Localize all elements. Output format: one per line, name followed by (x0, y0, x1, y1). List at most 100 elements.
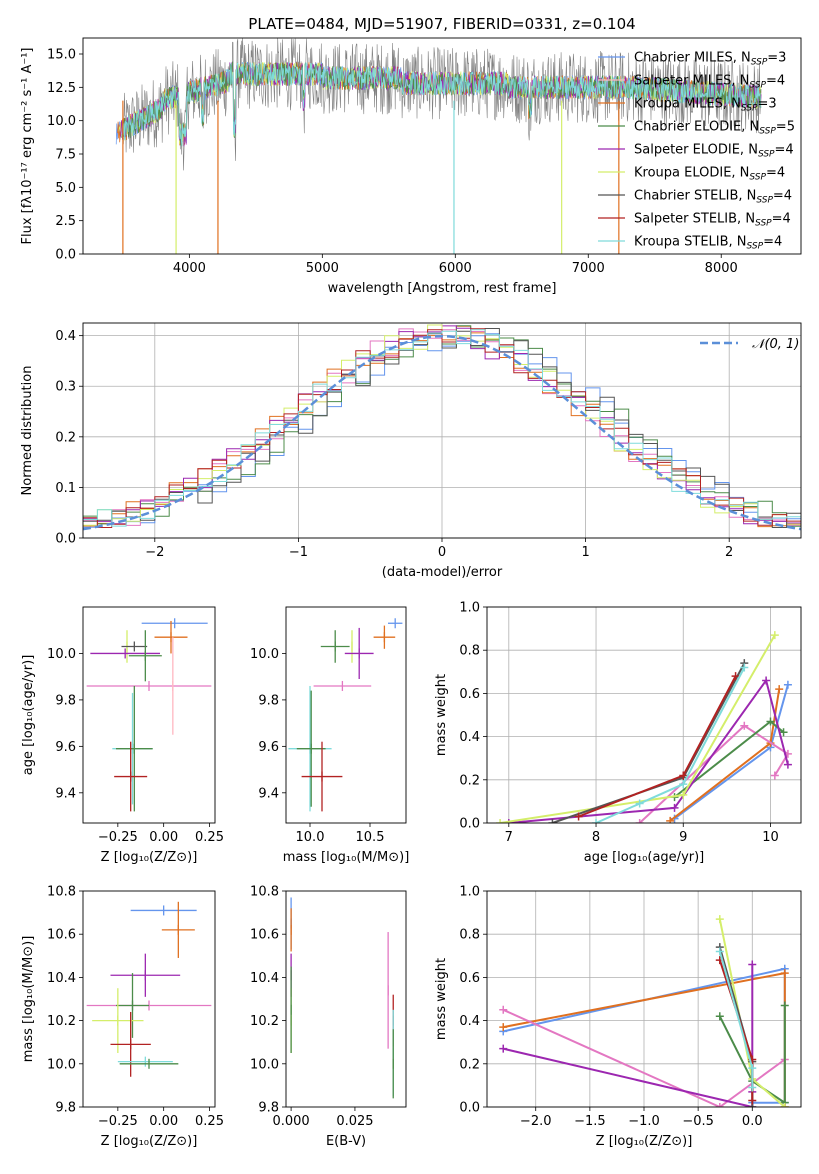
series-marker (748, 960, 757, 969)
y-tick-label: 2.5 (55, 214, 76, 229)
x-tick-label: 8000 (705, 261, 738, 276)
legend-label: Kroupa MILES, NSSP=3 (634, 97, 777, 114)
residuals-plot (79, 323, 801, 542)
y-tick-label: 0.2 (459, 773, 480, 788)
y-tick-label: 1.0 (459, 601, 480, 616)
x-tick-label: −1.5 (574, 1114, 606, 1129)
legend-label: 𝒩(0, 1) (752, 337, 799, 352)
y-tick-label: 0.2 (459, 1057, 480, 1072)
series-marker (748, 1064, 757, 1073)
x-axis-label: wavelength [Angstrom, rest frame] (328, 281, 557, 296)
x-axis-label: Z [log₁₀(Z/Z⊙)] (101, 1134, 198, 1149)
x-tick-label: 10 (762, 830, 779, 845)
series-line (595, 667, 746, 823)
y-tick-label: 0.4 (55, 329, 76, 344)
series-marker (715, 1012, 724, 1021)
y-tick-label: 9.6 (55, 740, 76, 755)
y-tick-label: 0.2 (55, 430, 76, 445)
series-marker (504, 819, 513, 823)
series-marker (548, 819, 557, 823)
x-tick-label: 9 (679, 830, 687, 845)
y-tick-label: 0.4 (459, 730, 480, 745)
y-tick-label: 10.0 (47, 1057, 76, 1072)
axes-frame (486, 890, 802, 1108)
series-line (508, 678, 789, 823)
y-tick-label: 5.0 (55, 181, 76, 196)
histogram-series (83, 333, 801, 528)
histogram-series (83, 329, 801, 527)
x-tick-label: −0.25 (98, 1114, 138, 1129)
age_vs_Z-points (86, 618, 212, 812)
y-tick-label: 0.6 (459, 687, 480, 702)
x-tick-label: 7 (505, 830, 513, 845)
series-marker (775, 685, 784, 694)
y-tick-label: 9.8 (258, 693, 279, 708)
x-tick-label: −2 (145, 545, 164, 560)
y-tick-label: 15.0 (47, 48, 76, 63)
y-tick-label: 10.2 (250, 1014, 279, 1029)
series-marker (679, 771, 688, 780)
series-marker (780, 969, 789, 978)
y-tick-label: 0.3 (55, 380, 76, 395)
axes-frame (82, 322, 802, 539)
y-tick-label: 0.0 (55, 532, 76, 547)
x-tick-label: −0.25 (98, 830, 138, 845)
x-tick-label: 0.25 (195, 830, 224, 845)
series-marker (770, 631, 779, 640)
mass_weight_vs_age-lines (496, 631, 792, 823)
x-axis-label: Z [log₁₀(Z/Z⊙)] (596, 1134, 693, 1149)
y-tick-label: 0.8 (459, 928, 480, 943)
series-marker (496, 819, 505, 823)
series-marker (779, 728, 788, 737)
y-tick-label: 12.5 (47, 81, 76, 96)
y-tick-label: 9.4 (258, 786, 279, 801)
age_vs_mass-points (288, 618, 403, 812)
legend-label: Salpeter ELODIE, NSSP=4 (634, 143, 794, 160)
legend-label: Chabrier MILES, NSSP=3 (634, 51, 786, 68)
series-marker (783, 760, 792, 769)
y-tick-label: 9.8 (55, 1101, 76, 1116)
series-marker (592, 819, 601, 823)
y-axis-label: Flux [fλ10⁻¹⁷ erg cm⁻² s⁻¹ A⁻¹] (20, 48, 35, 245)
series-line (718, 951, 754, 1088)
x-tick-label: 4000 (173, 261, 206, 276)
y-tick-label: 0.8 (459, 644, 480, 659)
x-tick-label: 2 (725, 545, 733, 560)
y-axis-label: mass weight (434, 674, 449, 756)
y-tick-label: 10.8 (47, 885, 76, 900)
mass_weight_vs_Z-lines (499, 915, 789, 1107)
x-tick-label: 1 (581, 545, 589, 560)
histogram-layer (83, 324, 801, 531)
spectrum-line (122, 62, 762, 147)
y-tick-label: 7.5 (55, 148, 76, 163)
series-marker (499, 1005, 508, 1014)
series-marker (635, 799, 644, 808)
x-tick-label: 10.5 (356, 830, 385, 845)
x-tick-label: 0.00 (149, 830, 178, 845)
y-tick-label: 0.6 (459, 971, 480, 986)
x-tick-label: 6000 (439, 261, 472, 276)
legend-label: Salpeter STELIB, NSSP=4 (634, 212, 791, 229)
axes-frame (82, 606, 216, 824)
series-marker (780, 1103, 789, 1107)
series-marker (715, 915, 724, 924)
y-tick-label: 10.2 (47, 1014, 76, 1029)
x-tick-label: 0.25 (195, 1114, 224, 1129)
series-marker (715, 1103, 724, 1107)
mass_vs_ebv-plot (282, 890, 356, 1111)
series-marker (679, 790, 688, 799)
x-tick-label: 0.00 (149, 1114, 178, 1129)
y-tick-label: 10.8 (250, 885, 279, 900)
y-axis-label: Normed distribution (20, 366, 35, 496)
series-line (502, 964, 754, 1107)
series-marker (766, 717, 775, 726)
axes-frame (285, 606, 407, 824)
mass_weight_vs_age-plot (483, 606, 801, 827)
y-tick-label: 10.0 (47, 114, 76, 129)
x-axis-label: age [log₁₀(age/yr)] (584, 850, 705, 865)
age_vs_Z-plot (79, 653, 210, 827)
series-marker (740, 721, 749, 730)
series-line (669, 688, 781, 822)
series-marker (499, 1023, 508, 1032)
series-marker (574, 812, 583, 821)
